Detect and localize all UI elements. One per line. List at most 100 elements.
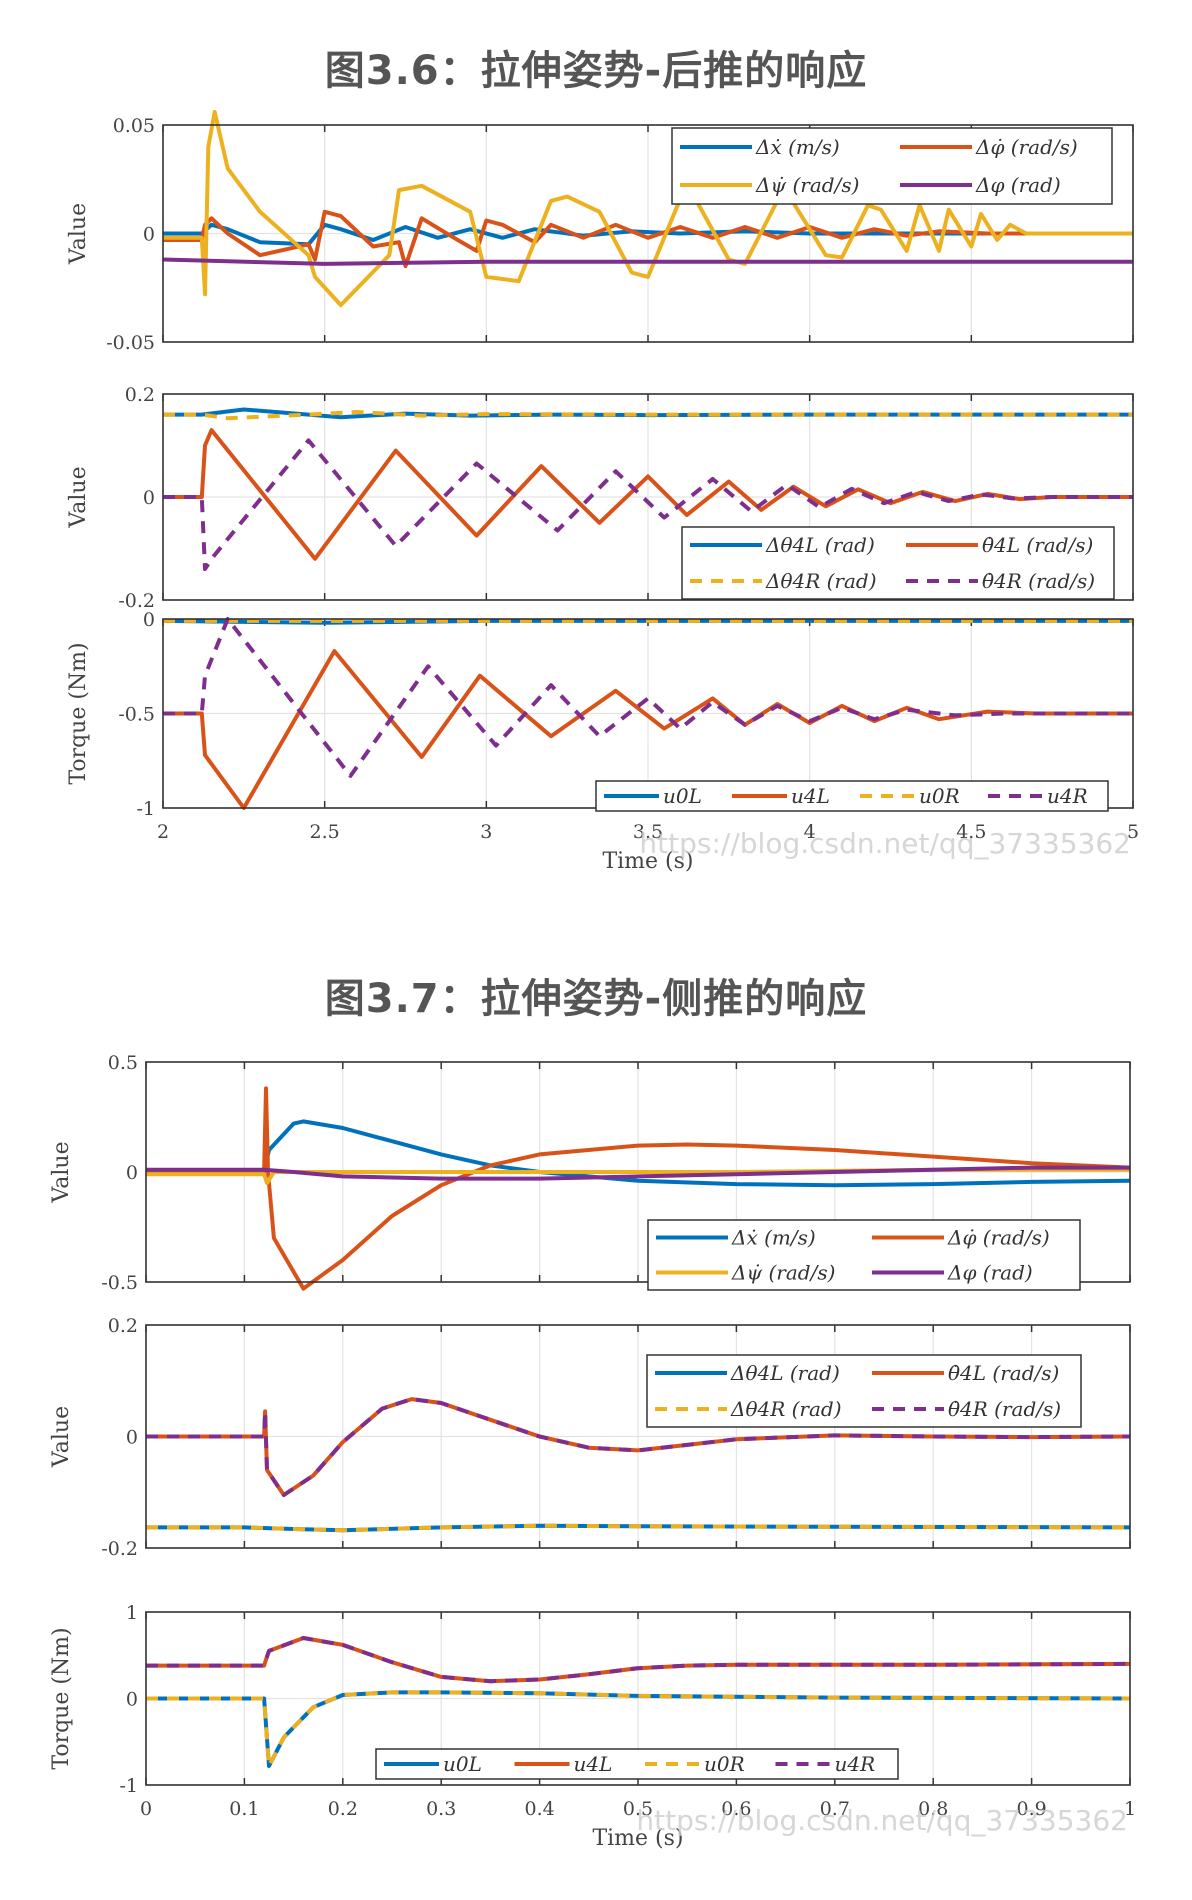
y-tick-label: 0.2 xyxy=(125,384,155,406)
legend-label: u0L xyxy=(663,784,702,808)
x-tick-label: 4.5 xyxy=(956,821,986,843)
legend-label: Δφ (rad) xyxy=(975,173,1061,197)
y-axis-label: Value xyxy=(49,1406,74,1468)
y-axis-label: Torque (Nm) xyxy=(66,642,91,784)
legend-label: θ̇4L (rad/s) xyxy=(948,1361,1059,1385)
series-line xyxy=(146,1086,1131,1291)
y-tick-label: 0.05 xyxy=(113,115,155,137)
legend-label: u4R xyxy=(1047,784,1088,808)
series-line xyxy=(146,1119,1131,1188)
legend-label: u0R xyxy=(704,1752,745,1776)
y-tick-label: -0.05 xyxy=(106,332,155,354)
y-tick-label: 1 xyxy=(126,1602,138,1624)
y-tick-label: -1 xyxy=(136,798,155,820)
legend-label: Δθ4L (rad) xyxy=(730,1361,840,1385)
y-axis-label: Value xyxy=(66,466,91,528)
x-tick-label: 0.6 xyxy=(721,1798,751,1820)
series-line xyxy=(146,1636,1131,1684)
x-tick-label: 0.9 xyxy=(1016,1798,1046,1820)
y-axis-label: Torque (Nm) xyxy=(49,1627,74,1769)
x-tick-label: 0.5 xyxy=(623,1798,653,1820)
x-tick-label: 0.3 xyxy=(426,1798,456,1820)
figure-3-7-title: 图3.7：拉伸姿势-侧推的响应 xyxy=(324,976,868,1022)
watermark: https://blog.csdn.net/qq_37335362 xyxy=(639,827,1131,860)
y-tick-label: 0 xyxy=(143,224,155,246)
y-tick-label: 0 xyxy=(143,609,155,631)
axes-frame xyxy=(145,1061,1131,1283)
legend-label: Δθ4R (rad) xyxy=(730,1397,842,1421)
legend: Δθ4L (rad) θ̇4L (rad/s) Δθ4R (rad) θ̇4R (ra… xyxy=(646,1354,1082,1428)
legend-label: Δφ̇ (rad/s) xyxy=(975,135,1078,159)
legend-label: u4L xyxy=(791,784,830,808)
legend-label: Δφ (rad) xyxy=(947,1261,1033,1285)
y-tick-label: 0 xyxy=(126,1689,138,1711)
legend-label: θ̇4R (rad/s) xyxy=(948,1397,1061,1421)
y-tick-label: -0.5 xyxy=(101,1272,138,1294)
series-line xyxy=(146,1165,1130,1181)
x-tick-label: 4 xyxy=(804,821,816,843)
subplot-5: 0.2 0 -0.2 Value Δθ4L (rad) θ̇4L (rad/s) Δθ4R … xyxy=(49,1315,1131,1560)
y-tick-label: -0.2 xyxy=(101,1538,138,1560)
legend: u0L u4L u0R u4R xyxy=(595,780,1109,812)
x-tick-label: 0.4 xyxy=(524,1798,554,1820)
series-line xyxy=(163,649,1133,810)
series-line xyxy=(146,1397,1131,1497)
subplot-3: 0 -0.5 -1 Torque (Nm) u0L u4L u0R u4R 2 2.5 3 3.5 4 4… xyxy=(66,609,1139,874)
axes-frame xyxy=(162,124,1134,343)
legend-label: u0R xyxy=(919,784,960,808)
y-axis-label: Value xyxy=(49,1141,74,1203)
x-tick-label: 5 xyxy=(1127,821,1139,843)
series-line xyxy=(146,1523,1131,1533)
y-tick-label: -1 xyxy=(119,1775,138,1797)
x-tick-label: 0.1 xyxy=(229,1798,259,1820)
x-tick-label: 3 xyxy=(480,821,492,843)
x-tick-label: 0 xyxy=(140,1798,152,1820)
series-line xyxy=(163,617,1133,778)
x-tick-label: 1 xyxy=(1124,1798,1136,1820)
legend: Δẋ (m/s) Δφ̇ (rad/s) Δψ̇ (rad/s) Δφ (rad) xyxy=(671,127,1113,205)
figure-3-6-title: 图3.6：拉伸姿势-后推的响应 xyxy=(324,48,868,94)
y-tick-label: -0.2 xyxy=(118,590,155,612)
legend-label: u0L xyxy=(443,1752,482,1776)
legend-label: Δθ4L (rad) xyxy=(765,533,875,557)
legend-label: u4L xyxy=(574,1752,613,1776)
legend-label: Δẋ (m/s) xyxy=(731,1226,816,1250)
y-tick-label: 0.5 xyxy=(108,1052,138,1074)
subplot-1: 0.05 0 -0.05 Value Δẋ (m/s) Δφ̇ (rad/s) Δψ̇ (r… xyxy=(66,110,1134,354)
axes-frame xyxy=(162,393,1134,601)
series-line xyxy=(162,257,1133,266)
legend-label: θ̇4R (rad/s) xyxy=(982,569,1095,593)
axes-frame xyxy=(145,1324,1131,1549)
y-tick-label: 0.2 xyxy=(108,1315,138,1337)
axes-frame xyxy=(145,1611,1131,1786)
watermark: https://blog.csdn.net/qq_37335362 xyxy=(636,1804,1128,1837)
y-tick-label: 0 xyxy=(143,487,155,509)
legend: Δẋ (m/s) Δφ̇ (rad/s) Δψ̇ (rad/s) Δφ (rad) xyxy=(647,1219,1081,1291)
subplot-2: 0.2 0 -0.2 Value Δθ4L (rad) θ̇4L (rad/s) Δθ4R … xyxy=(66,384,1134,612)
x-tick-label: 0.2 xyxy=(328,1798,358,1820)
legend: u0L u4L u0R u4R xyxy=(375,1748,899,1780)
x-tick-label: 2 xyxy=(157,821,169,843)
legend-label: u4R xyxy=(835,1752,876,1776)
legend-label: Δψ̇ (rad/s) xyxy=(755,173,859,197)
x-tick-label: 0.7 xyxy=(820,1798,850,1820)
legend-label: θ̇4L (rad/s) xyxy=(982,533,1093,557)
series-line xyxy=(163,410,1133,421)
x-axis-label: Time (s) xyxy=(602,849,693,874)
series-line xyxy=(163,110,1133,308)
y-tick-label: 0 xyxy=(126,1162,138,1184)
series-line xyxy=(146,1690,1131,1768)
x-tick-label: 0.8 xyxy=(918,1798,948,1820)
legend-label: Δψ̇ (rad/s) xyxy=(731,1261,835,1285)
legend-label: Δẋ (m/s) xyxy=(755,135,840,159)
legend: Δθ4L (rad) θ̇4L (rad/s) Δθ4R (rad) θ̇4R (ra… xyxy=(681,526,1115,600)
y-axis-label: Value xyxy=(66,203,91,265)
y-tick-label: -0.5 xyxy=(118,704,155,726)
legend-label: Δφ̇ (rad/s) xyxy=(947,1226,1050,1250)
series-line xyxy=(163,438,1133,572)
x-tick-label: 2.5 xyxy=(310,821,340,843)
y-tick-label: 0 xyxy=(126,1427,138,1449)
x-tick-label: 3.5 xyxy=(633,821,663,843)
